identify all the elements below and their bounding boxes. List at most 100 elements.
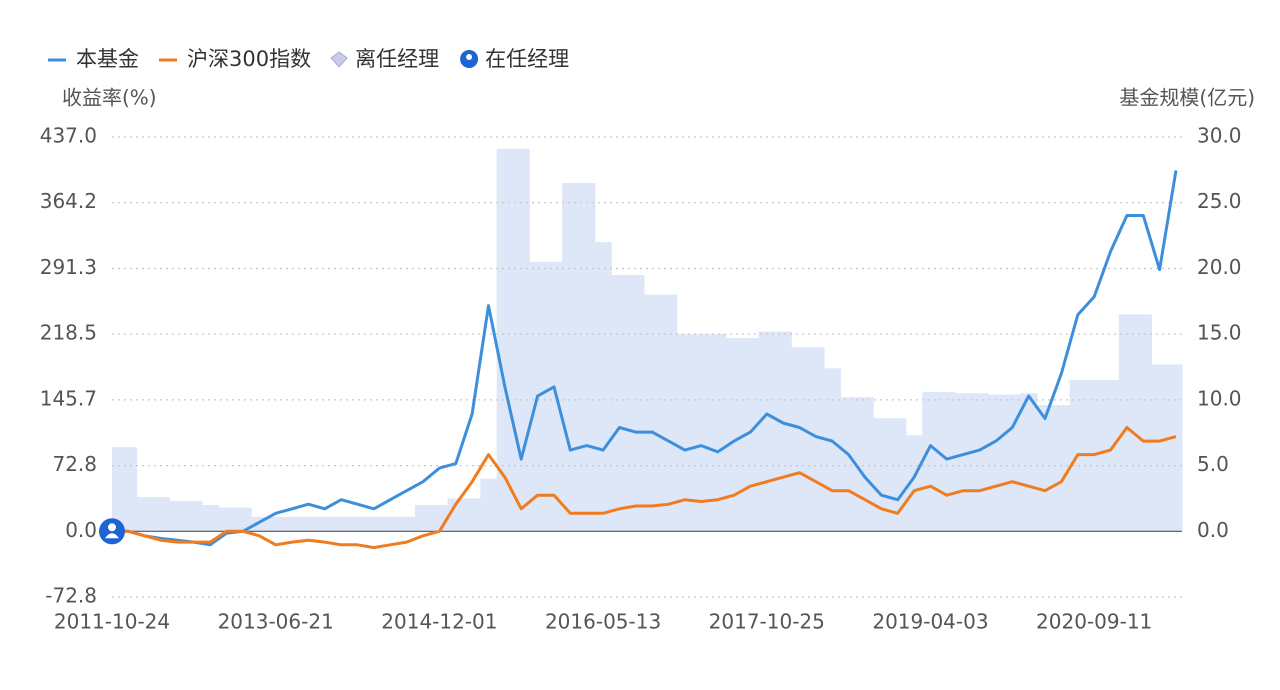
fund-size-bar bbox=[889, 418, 907, 532]
y-tick-label: 364.2 bbox=[40, 189, 97, 213]
line bbox=[112, 426, 1177, 550]
fund-size-bar bbox=[398, 516, 416, 532]
x-tick-label: 2013-06-21 bbox=[218, 610, 334, 634]
fund-size-bar bbox=[496, 148, 514, 532]
fund-size-bar bbox=[1004, 394, 1021, 532]
fund-size-bar bbox=[938, 391, 956, 532]
y-tick-label: 72.8 bbox=[52, 452, 97, 476]
pin-head bbox=[108, 523, 116, 532]
fund-size-bar bbox=[447, 498, 465, 532]
lines bbox=[112, 170, 1178, 550]
fund-size-bar bbox=[922, 391, 940, 532]
legend-pin-dot bbox=[466, 54, 473, 60]
legend-diamond bbox=[330, 51, 348, 68]
legend-label: 在任经理 bbox=[485, 47, 569, 71]
fund-size-bar bbox=[742, 338, 760, 532]
fund-size-bar bbox=[414, 505, 432, 532]
y2-tick-label: 0.0 bbox=[1197, 518, 1229, 542]
fund-size-bar bbox=[463, 498, 481, 532]
fund-size-bar bbox=[382, 516, 399, 532]
line bbox=[112, 170, 1178, 547]
y2-tick-label: 30.0 bbox=[1197, 124, 1242, 148]
fund-size-bar bbox=[513, 148, 530, 532]
fund-size-bar bbox=[1151, 364, 1169, 532]
fund-size-bar bbox=[758, 331, 776, 532]
fund-size-bar bbox=[955, 393, 972, 532]
fund-size-bar bbox=[431, 505, 449, 532]
fund-size-bar bbox=[709, 334, 727, 532]
fund-size-bar bbox=[1102, 380, 1120, 532]
legend-label: 沪深300指数 bbox=[187, 47, 311, 71]
fund-size-bar bbox=[316, 516, 334, 532]
y-axis-title: 收益率(%) bbox=[62, 86, 157, 110]
fund-size-bar bbox=[856, 397, 874, 532]
fund-size-bar bbox=[578, 183, 596, 532]
fund-size-bar bbox=[791, 347, 809, 532]
fund-size-bar bbox=[611, 275, 629, 532]
legend-label: 离任经理 bbox=[355, 47, 439, 71]
y-tick-label: 145.7 bbox=[40, 386, 97, 410]
fund-size-bar bbox=[1053, 405, 1071, 532]
fund-size-bar bbox=[693, 334, 710, 532]
fund-size-bar bbox=[267, 516, 285, 532]
fund-size-bar bbox=[152, 497, 170, 532]
grid bbox=[112, 136, 1182, 598]
fund-size-bar bbox=[873, 418, 891, 532]
fund-size-bar bbox=[202, 505, 219, 532]
fund-size-bar bbox=[218, 507, 236, 532]
y-tick-label: -72.8 bbox=[45, 584, 97, 608]
fund-size-bar bbox=[365, 516, 383, 532]
fund-size-bar bbox=[1036, 405, 1054, 532]
y-tick-label: 437.0 bbox=[40, 124, 97, 148]
x-tick-label: 2019-04-03 bbox=[872, 610, 988, 634]
fund-size-bar bbox=[562, 183, 580, 532]
fund-size-bar bbox=[971, 393, 989, 532]
fund-size-bar bbox=[283, 516, 301, 532]
y-tick-label: 0.0 bbox=[65, 518, 97, 542]
x-tick-label: 2020-09-11 bbox=[1036, 610, 1152, 634]
x-tick-label: 2016-05-13 bbox=[545, 610, 661, 634]
fund-size-bar bbox=[185, 501, 203, 532]
fund-size-bar bbox=[1020, 393, 1038, 532]
fund-size-bar bbox=[660, 294, 678, 532]
fund-size-bar bbox=[627, 275, 645, 532]
fund-size-bar bbox=[120, 447, 138, 532]
fund-size-bar bbox=[1167, 364, 1183, 532]
x-tick-label: 2017-10-25 bbox=[709, 610, 825, 634]
fund-size-bar bbox=[676, 334, 694, 532]
y2-axis-title: 基金规模(亿元) bbox=[1119, 86, 1255, 110]
fund-size-bar bbox=[1135, 314, 1152, 532]
fund-size-bar bbox=[545, 261, 563, 532]
fund-size-bar bbox=[725, 338, 743, 532]
fund-size-bar bbox=[349, 516, 367, 532]
fund-size-bar bbox=[332, 516, 350, 532]
fund-size-bar bbox=[136, 497, 154, 532]
fund-size-bar bbox=[774, 331, 792, 532]
fund-size-bar bbox=[594, 242, 612, 532]
fund-size-bar bbox=[112, 447, 121, 532]
pin-body bbox=[105, 533, 119, 539]
fund-size-bar bbox=[300, 516, 318, 532]
y-tick-label: 291.3 bbox=[40, 255, 97, 279]
manager-pin bbox=[99, 518, 125, 545]
x-tick-label: 2011-10-24 bbox=[54, 610, 170, 634]
y2-tick-label: 10.0 bbox=[1197, 386, 1242, 410]
y2-tick-label: 5.0 bbox=[1197, 452, 1229, 476]
legend-label: 本基金 bbox=[76, 47, 139, 71]
fund-size-bar bbox=[824, 368, 841, 532]
fund-size-bar bbox=[234, 507, 252, 532]
fund-size-bar bbox=[1118, 314, 1136, 532]
y-tick-label: 218.5 bbox=[40, 321, 97, 345]
x-tick-label: 2014-12-01 bbox=[381, 610, 497, 634]
fund-size-bar bbox=[905, 435, 923, 532]
fund-size-bar bbox=[840, 397, 858, 532]
fund-size-bar bbox=[987, 394, 1005, 532]
y2-tick-label: 15.0 bbox=[1197, 321, 1242, 345]
y2-tick-label: 25.0 bbox=[1197, 189, 1242, 213]
fund-size-bar bbox=[169, 501, 187, 532]
y2-tick-label: 20.0 bbox=[1197, 255, 1242, 279]
fund-size-bar bbox=[480, 478, 498, 532]
fund-size-bar bbox=[644, 294, 661, 532]
bars bbox=[112, 148, 1183, 532]
